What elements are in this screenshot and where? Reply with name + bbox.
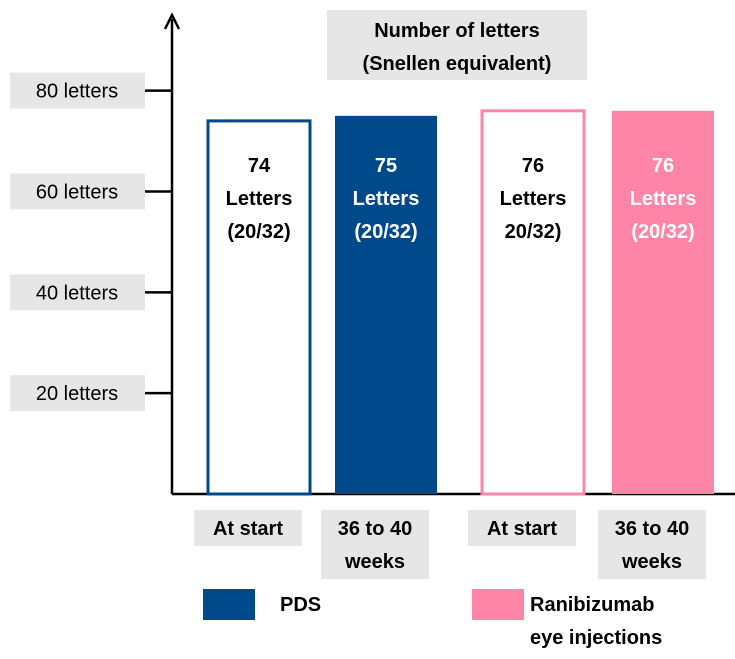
y-tick-box — [10, 375, 145, 412]
bar — [206, 119, 312, 496]
bar — [480, 109, 586, 496]
legend-swatch — [472, 589, 524, 620]
x-tick-label: 36 to 40 weeks — [615, 518, 689, 573]
y-tick-label: 80 letters — [36, 81, 118, 103]
category-box — [321, 510, 429, 579]
title-box — [327, 10, 587, 80]
y-tick-box — [10, 173, 145, 210]
bar — [335, 115, 437, 494]
y-axis-arrow — [163, 12, 181, 30]
x-tick-label: 36 to 40 weeks — [338, 518, 412, 573]
y-tick-box — [10, 274, 145, 311]
y-tick-label: 60 letters — [36, 181, 118, 203]
legend-label: Ranibizumab eye injections — [530, 594, 662, 649]
value-label: 76 Letters (20/32) — [630, 155, 697, 243]
y-tick-label: 40 letters — [36, 282, 118, 304]
y-tick-box — [10, 72, 145, 109]
chart-title: Number of letters (Snellen equivalent) — [363, 20, 552, 75]
category-box — [598, 510, 706, 579]
x-tick-label: At start — [213, 518, 283, 540]
y-tick-label: 20 letters — [36, 383, 118, 405]
legend-label: PDS — [280, 594, 321, 616]
legend-swatch — [203, 589, 255, 620]
category-box — [468, 510, 576, 546]
bar — [612, 110, 714, 495]
value-label: 75 Letters (20/32) — [353, 155, 420, 243]
value-label: 74 Letters (20/32) — [226, 155, 293, 243]
value-label: 76 Letters 20/32) — [500, 155, 567, 243]
x-tick-label: At start — [487, 518, 557, 540]
category-box — [194, 510, 302, 546]
